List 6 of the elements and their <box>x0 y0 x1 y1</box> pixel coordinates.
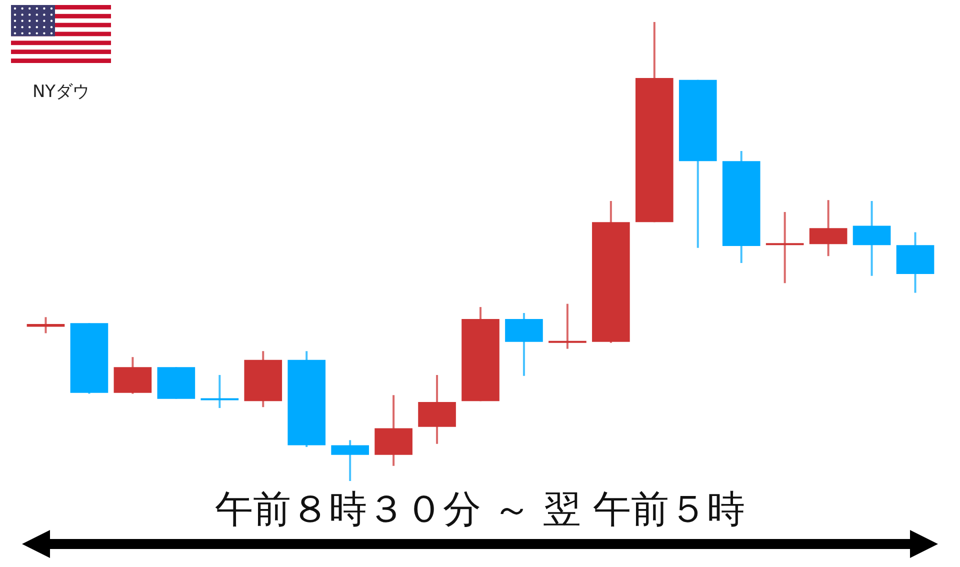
candlestick <box>26 316 65 334</box>
candlestick <box>200 374 239 410</box>
text: NYダウ <box>31 81 91 103</box>
candlestick <box>548 302 586 350</box>
text: 午前８時３０分 ～ 翌 午前５時 <box>214 486 746 533</box>
candlestick <box>766 211 804 284</box>
